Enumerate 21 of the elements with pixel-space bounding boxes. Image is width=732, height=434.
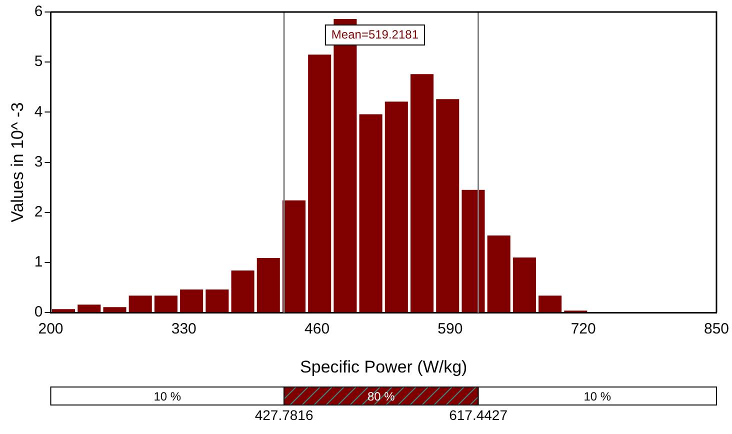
x-tick-label: 590 [438, 320, 463, 338]
y-tick-label: 1 [34, 254, 43, 271]
y-tick-label: 3 [34, 153, 43, 170]
y-tick-label: 4 [34, 103, 43, 120]
text: 617.4427 [449, 406, 508, 423]
x-axis-title: Specific Power (W/kg) [300, 357, 468, 376]
text: 10 % [584, 389, 612, 404]
x-tick-label: 460 [304, 320, 330, 338]
annotation: Mean=519.2181 [331, 27, 419, 42]
text: 427.7816 [254, 406, 314, 423]
text: 10 % [154, 389, 182, 404]
y-tick-label: 6 [34, 3, 43, 20]
y-tick-label: 2 [34, 204, 43, 221]
y-tick-label: 5 [34, 53, 43, 70]
x-tick-label: 850 [704, 320, 729, 338]
y-axis-title: Values in 10^ -3 [8, 102, 27, 222]
text: 80 % [367, 389, 396, 404]
x-tick-label: 330 [171, 320, 196, 338]
x-tick-label: 720 [570, 320, 596, 338]
y-tick-label: 0 [34, 304, 43, 321]
x-tick-label: 200 [38, 320, 64, 338]
